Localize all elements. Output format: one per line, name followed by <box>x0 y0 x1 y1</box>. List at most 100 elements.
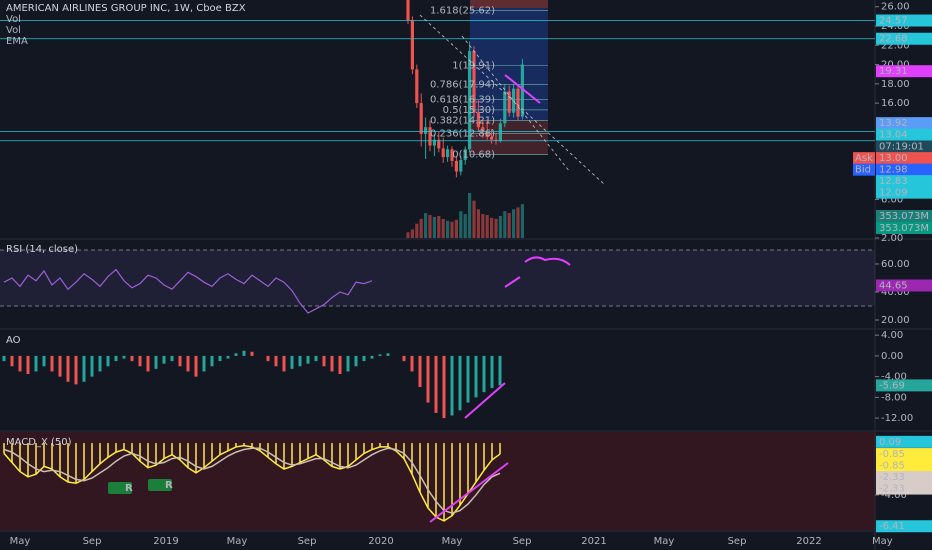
marker-label: R <box>125 483 133 494</box>
x-tick-label: Sep <box>83 536 102 547</box>
marker <box>108 482 132 494</box>
fib-label: 0.382(14.21) <box>430 115 495 126</box>
ao-bar <box>242 350 246 356</box>
price-tag <box>876 163 932 176</box>
ao-bar <box>122 355 126 359</box>
ao-bar <box>114 355 118 362</box>
ao-bar <box>266 355 270 362</box>
price-tag-label: 13.04 <box>879 130 908 141</box>
ao-bar <box>218 355 222 362</box>
price-tag-label: -2.33 <box>879 484 905 495</box>
ao-bar <box>498 355 502 386</box>
volume-bar <box>498 215 502 238</box>
ao-bar <box>34 355 38 372</box>
ao-bar <box>346 355 350 372</box>
fib-label: 0.5(15.30) <box>443 105 495 116</box>
ao-bar <box>26 355 30 375</box>
panel-title: RSI (14, close) <box>6 244 78 255</box>
ao-bar <box>130 355 134 362</box>
drawing <box>504 256 571 288</box>
volume-bar <box>463 214 467 238</box>
ao-bar <box>98 355 102 372</box>
ao-bar <box>74 355 78 385</box>
candle-body <box>406 0 410 21</box>
ao-bar <box>490 355 494 389</box>
ao-bar <box>322 355 326 367</box>
price-tag-label: -0.85 <box>879 449 905 460</box>
fib-label: 0(10.68) <box>452 149 495 160</box>
price-pane: 1.618(25.62) 1(19.91) 0.786(17.94) 0.618(16… <box>406 0 548 238</box>
price-tag-label: 13.00 <box>879 153 908 164</box>
ao-bar <box>426 355 430 403</box>
price-tag-label: -0.85 <box>879 461 905 472</box>
candle-body <box>432 139 436 146</box>
ao-bar <box>2 355 6 362</box>
x-tick-label: Sep <box>298 536 317 547</box>
x-tick-label: May <box>872 536 893 547</box>
volume-bar <box>507 213 511 238</box>
rsi-band-fill <box>0 249 875 306</box>
price-tag <box>876 65 932 78</box>
volume-bar <box>441 218 445 238</box>
volume-bar <box>450 221 454 238</box>
price-tag <box>876 14 932 27</box>
ao-bar <box>402 355 406 362</box>
price-tag-label: 12.83 <box>879 176 908 187</box>
price-tag-label: 13.92 <box>879 118 908 129</box>
rsi-line <box>3 268 373 314</box>
y-tick-label: 2.00 <box>881 233 903 244</box>
price-tag-label: 07:19:01 <box>879 142 924 153</box>
drawing <box>464 382 506 419</box>
price-tag <box>876 279 932 292</box>
macd-line <box>3 447 501 514</box>
ao-bar <box>274 355 278 367</box>
ao-bar <box>450 355 454 416</box>
fib-label: 1.618(25.62) <box>430 5 495 16</box>
price-tag <box>876 459 932 472</box>
x-tick-label: Sep <box>513 536 532 547</box>
volume-bar <box>503 211 507 238</box>
ao-bar <box>194 355 198 377</box>
volume-bar <box>406 232 410 238</box>
panel-title: AO <box>6 335 21 346</box>
ao-bar <box>66 355 70 382</box>
candle-body <box>494 139 498 141</box>
volume-bar <box>490 217 494 238</box>
price-tag <box>876 379 932 392</box>
ao-bar <box>250 351 254 356</box>
ao-bar <box>442 355 446 419</box>
price-tag-label: 12.98 <box>879 165 908 176</box>
volume-bar <box>424 213 428 238</box>
y-tick-label: -4.00 <box>881 372 907 383</box>
chart-title: AMERICAN AIRLINES GROUP INC, 1W, Cboe BZ… <box>6 3 246 14</box>
y-tick-label: 16.00 <box>881 98 910 109</box>
candle-body <box>507 91 511 113</box>
price-tag-prefix-label: Ask <box>855 153 873 164</box>
ao-bar <box>154 355 158 369</box>
legend-item: Vol <box>6 25 21 36</box>
price-tag <box>876 117 932 130</box>
volume-bar <box>485 215 489 238</box>
volume-bar <box>516 207 520 238</box>
price-tag-label: 12.09 <box>879 188 908 199</box>
ao-bar <box>362 355 366 362</box>
ao-bar <box>138 355 142 367</box>
y-tick-label: 20.00 <box>881 315 910 326</box>
price-tag <box>876 448 932 461</box>
ao-bar <box>234 353 238 356</box>
y-tick-label: 4.00 <box>881 330 903 341</box>
price-tag <box>876 32 932 45</box>
ao-bar <box>202 355 206 372</box>
price-tag <box>876 186 932 199</box>
candle-body <box>463 149 467 160</box>
macd-line <box>3 444 501 522</box>
ao-bar <box>386 353 390 356</box>
volume-bar <box>481 214 485 238</box>
ao-bar <box>434 355 438 413</box>
x-tick-label: 2019 <box>153 536 178 547</box>
y-tick-label: 20.00 <box>881 60 910 71</box>
legend-item: EMA <box>6 36 28 47</box>
y-tick-label: 22.00 <box>881 40 910 51</box>
